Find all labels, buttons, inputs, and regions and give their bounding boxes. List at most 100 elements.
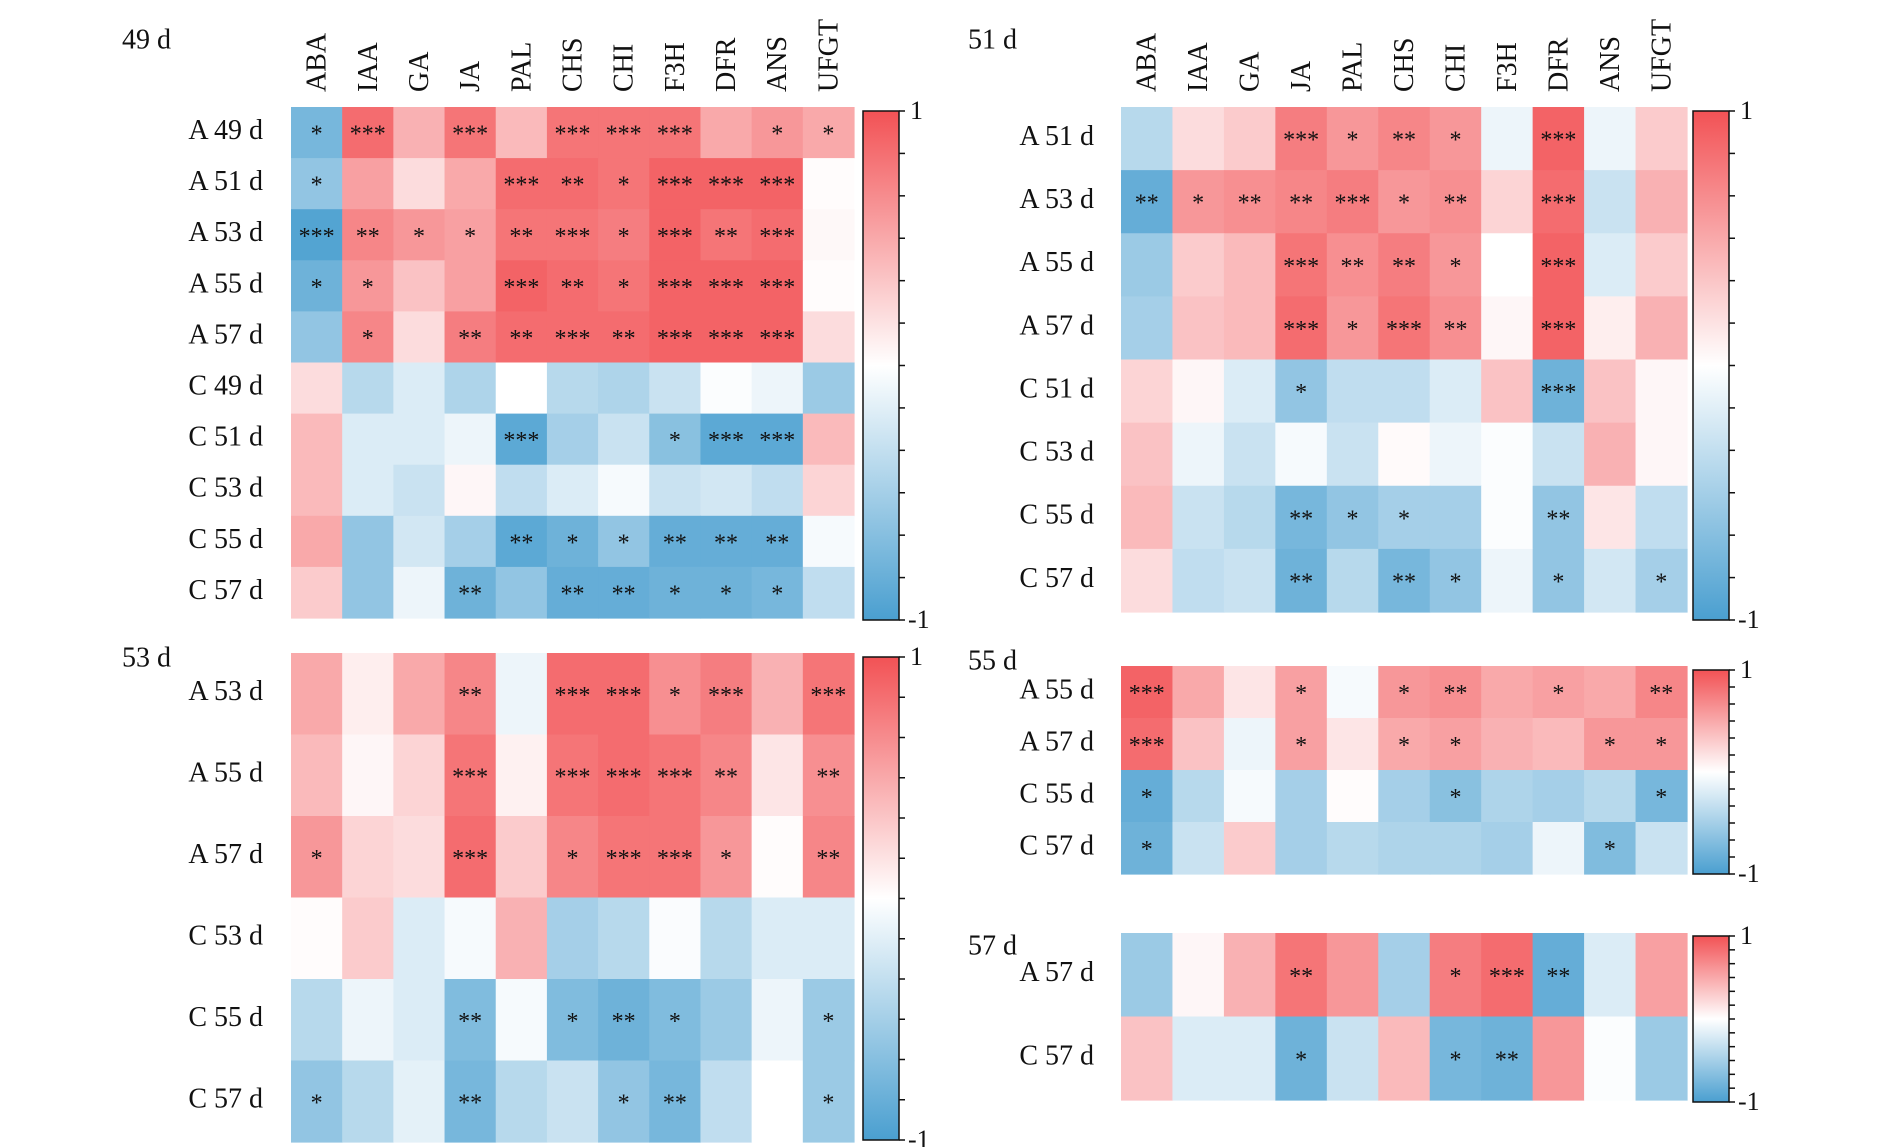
heatmap-cell (598, 566, 650, 619)
heatmap-cell (598, 897, 650, 980)
significance-label: * (1604, 733, 1616, 759)
heatmap-cell (1481, 485, 1534, 550)
heatmap-cell (495, 209, 548, 261)
heatmap-cell (393, 107, 446, 159)
significance-label: * (567, 1009, 579, 1035)
heatmap-cell (598, 413, 650, 466)
heatmap-cell (751, 209, 804, 261)
heatmap-cell (495, 979, 548, 1062)
heatmap-cell (700, 653, 753, 736)
heatmap-cell (1584, 548, 1637, 613)
significance-label: *** (503, 428, 539, 454)
heatmap-cell (495, 107, 548, 159)
significance-label: * (822, 1009, 834, 1035)
heatmap-cell (342, 413, 394, 466)
heatmap-cell (393, 979, 446, 1062)
significance-label: ** (356, 224, 380, 250)
heatmap-cell (342, 464, 394, 517)
significance-label: *** (1540, 191, 1576, 217)
heatmap-cell (444, 734, 497, 817)
significance-label: ** (561, 173, 585, 199)
heatmap-cell (700, 734, 753, 817)
heatmap-cell (1223, 296, 1276, 361)
heatmap-cell (291, 653, 343, 736)
significance-label: ** (1392, 128, 1416, 154)
heatmap-cell (495, 897, 548, 980)
heatmap-cell (1121, 107, 1174, 171)
heatmap-cell (495, 362, 548, 415)
significance-label: * (669, 683, 681, 709)
heatmap-cell (393, 897, 446, 980)
significance-label: *** (1335, 191, 1371, 217)
heatmap-cell (342, 107, 394, 159)
significance-label: ** (1649, 681, 1673, 707)
heatmap-cell (444, 158, 497, 210)
heatmap-cell (291, 734, 343, 817)
panel-title: 49 d (122, 24, 171, 55)
heatmap-cell (1223, 107, 1276, 171)
significance-label: *** (452, 122, 488, 148)
column-label: ANS (762, 36, 793, 92)
heatmap-cell (751, 413, 804, 466)
row-label: C 53 d (188, 921, 263, 952)
significance-label: * (1449, 733, 1461, 759)
heatmap-cell (393, 209, 446, 261)
significance-label: * (720, 581, 732, 607)
significance-label: ** (1135, 191, 1159, 217)
significance-label: *** (708, 428, 744, 454)
heatmap-cell (1378, 548, 1431, 613)
significance-label: *** (606, 764, 642, 790)
significance-label: *** (759, 173, 795, 199)
row-label: C 51 d (1019, 373, 1094, 404)
heatmap-cell (751, 566, 804, 619)
heatmap-cell (444, 362, 497, 415)
heatmap-cell (1223, 770, 1276, 823)
significance-label: *** (1386, 317, 1422, 343)
heatmap-cell (700, 158, 753, 210)
heatmap-cell (342, 897, 394, 980)
significance-label: ** (458, 683, 482, 709)
significance-label: *** (1540, 128, 1576, 154)
significance-label: *** (299, 224, 335, 250)
column-label: DFR (1543, 37, 1574, 92)
heatmap-cell (1429, 822, 1482, 875)
significance-label: * (1295, 681, 1307, 707)
color-scale-bar (862, 656, 900, 1141)
column-label: CHI (1440, 44, 1471, 92)
heatmap-cell (751, 1060, 804, 1143)
row-label: A 55 d (188, 268, 263, 299)
heatmap-cell (1275, 233, 1328, 297)
heatmap-cell (1378, 359, 1431, 424)
row-label: A 53 d (1019, 184, 1094, 215)
column-label: JA (455, 60, 486, 92)
heatmap-cell (802, 107, 855, 159)
significance-label: * (567, 846, 579, 872)
heatmap-cell (1532, 718, 1585, 771)
heatmap-cell (1481, 718, 1534, 771)
significance-label: * (1449, 569, 1461, 595)
significance-label: ** (561, 275, 585, 301)
heatmap-cell (751, 260, 804, 312)
heatmap-cell (1584, 170, 1637, 234)
significance-label: * (669, 428, 681, 454)
heatmap-cell (1635, 359, 1688, 424)
heatmap-cell (1481, 233, 1534, 297)
heatmap-cell (751, 897, 804, 980)
significance-label: *** (657, 224, 693, 250)
significance-label: ** (1289, 191, 1313, 217)
heatmap-cell (1326, 822, 1379, 875)
heatmap-cell (802, 1060, 855, 1143)
heatmap-cell (291, 464, 343, 517)
heatmap-cell (802, 413, 855, 466)
heatmap-cell (546, 979, 599, 1062)
color-scale-min-label: -1 (908, 605, 930, 634)
significance-label: * (618, 530, 630, 556)
row-label: C 57 d (188, 575, 263, 606)
row-label: A 49 d (188, 115, 263, 146)
heatmap-cell (1635, 296, 1688, 361)
heatmap-cell (1326, 359, 1379, 424)
heatmap-cell (1121, 548, 1174, 613)
heatmap-cell (546, 107, 599, 159)
significance-label: * (1141, 785, 1153, 811)
